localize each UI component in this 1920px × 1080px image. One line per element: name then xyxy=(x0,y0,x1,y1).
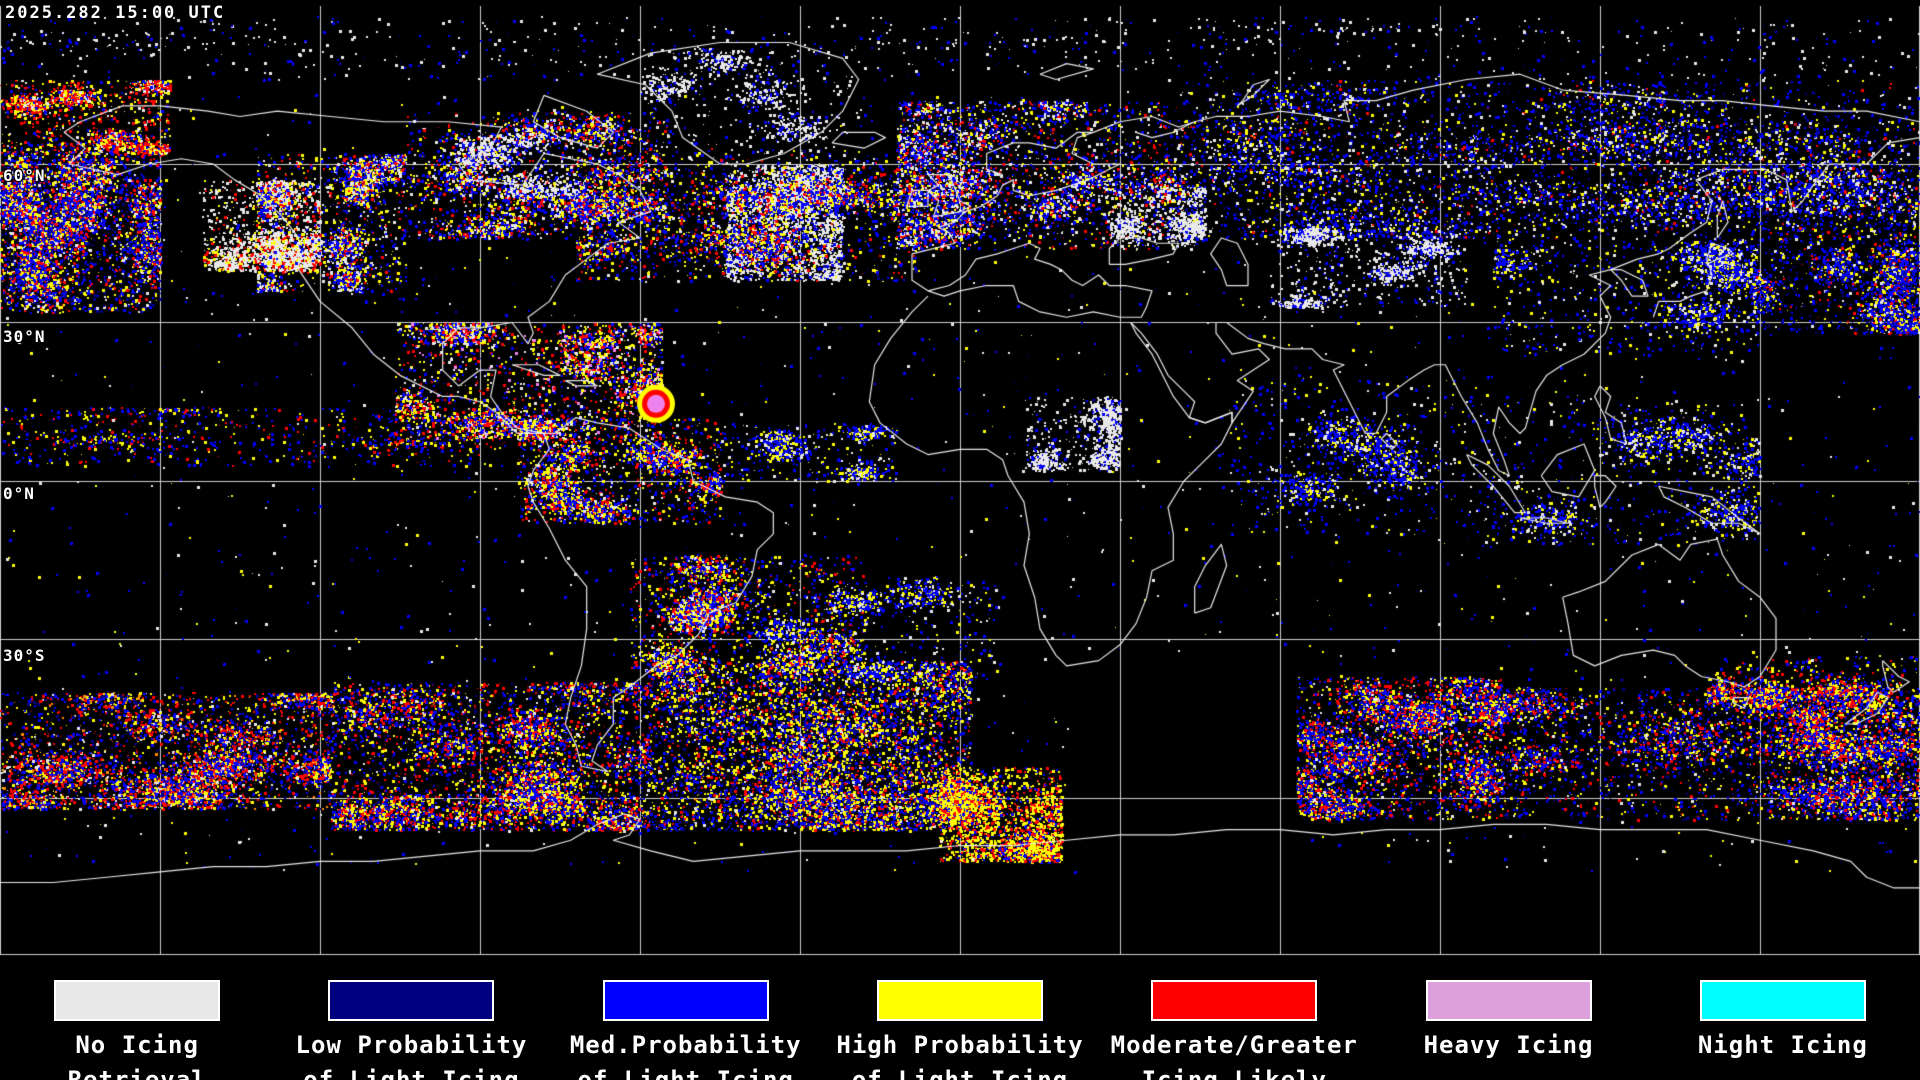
legend-item-no-icing: No Icing Retrieval xyxy=(0,963,274,1080)
legend-item-moderate-greater: Moderate/Greater Icing Likely xyxy=(1097,963,1371,1080)
timestamp-label: 2025.282 15:00 UTC xyxy=(5,3,226,23)
legend-label: Low Probability of Light Icing xyxy=(295,1031,528,1080)
lat-label-30s: 30°S xyxy=(3,646,46,665)
lat-label-30n: 30°N xyxy=(3,327,46,346)
lat-label-60n: 60°N xyxy=(3,166,46,185)
lat-label-0n: 0°N xyxy=(3,484,35,503)
legend-item-night-icing: Night Icing xyxy=(1646,963,1920,1080)
legend-item-heavy-icing: Heavy Icing xyxy=(1371,963,1645,1080)
legend-item-high-probability: High Probability of Light Icing xyxy=(823,963,1097,1080)
legend-swatch-low-probability xyxy=(328,980,495,1021)
legend-swatch-high-probability xyxy=(876,980,1043,1021)
legend-item-med-probability: Med.Probability of Light Icing xyxy=(549,963,823,1080)
legend-swatch-moderate-greater xyxy=(1151,980,1318,1021)
legend-label: Heavy Icing xyxy=(1423,1031,1594,1059)
legend-swatch-med-probability xyxy=(602,980,769,1021)
legend-label: Moderate/Greater Icing Likely xyxy=(1110,1031,1358,1080)
legend: No Icing Retrieval Low Probability of Li… xyxy=(0,963,1920,1080)
legend-swatch-no-icing xyxy=(54,980,221,1021)
legend-label: No Icing Retrieval xyxy=(67,1031,207,1080)
legend-swatch-heavy-icing xyxy=(1425,980,1592,1021)
icing-map-canvas xyxy=(0,0,1920,963)
legend-label: High Probability of Light Icing xyxy=(836,1031,1084,1080)
world-map-area: 2025.282 15:00 UTC 60°N 30°N 0°N 30°S xyxy=(0,0,1920,963)
legend-swatch-night-icing xyxy=(1699,980,1866,1021)
legend-item-low-probability: Low Probability of Light Icing xyxy=(274,963,548,1080)
legend-label: Night Icing xyxy=(1697,1031,1868,1059)
legend-label: Med.Probability of Light Icing xyxy=(569,1031,802,1080)
